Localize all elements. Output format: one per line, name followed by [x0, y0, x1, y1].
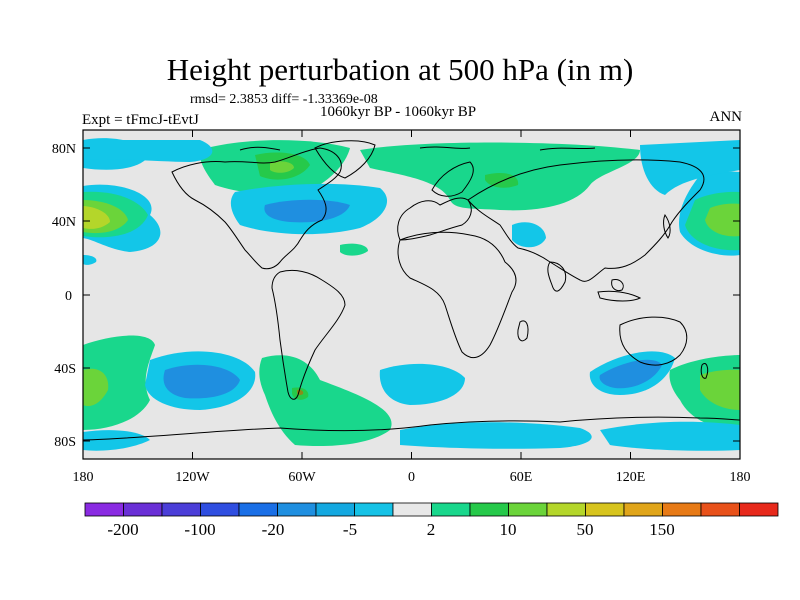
- coastline-arctic-islands: [239, 146, 596, 151]
- colorbar-swatch: [392, 502, 432, 517]
- colorbar-labels: -200 -100 -20 -5 2 10 50 150: [107, 520, 674, 539]
- anomaly-fields: [83, 138, 740, 451]
- coastline-borneo: [611, 279, 624, 291]
- colorbar-swatch: [200, 502, 240, 517]
- colorbar-label: 2: [427, 520, 436, 539]
- coastline-australia: [619, 316, 688, 366]
- anomaly-contour: [83, 335, 155, 430]
- coastline-japan: [663, 213, 671, 239]
- colorbar-swatch: [623, 502, 663, 517]
- coastlines: [83, 140, 740, 441]
- colorbar-label: -100: [184, 520, 215, 539]
- colorbar: [84, 502, 779, 517]
- lat-tick-label: 0: [65, 289, 72, 304]
- colorbar-label: -200: [107, 520, 138, 539]
- anomaly-contour: [83, 430, 150, 451]
- anomaly-contour: [340, 243, 368, 256]
- colorbar-swatch: [585, 502, 625, 517]
- coastline-north-america: [171, 147, 342, 270]
- lon-axis: 180 120W 60W 0 60E 120E 180: [73, 130, 751, 485]
- anomaly-contour: [83, 255, 97, 265]
- coastline-greenland: [314, 140, 376, 179]
- lon-tick-label: 180: [73, 470, 94, 485]
- lon-tick-label: 120E: [616, 470, 646, 485]
- anomaly-contour: [705, 203, 740, 237]
- anomaly-contour: [512, 222, 546, 248]
- colorbar-swatch: [277, 502, 317, 517]
- lat-axis: 80N 40N 0 40S 80S: [52, 142, 740, 450]
- lon-tick-label: 0: [408, 470, 415, 485]
- colorbar-swatch: [354, 502, 394, 517]
- anomaly-contour: [599, 359, 662, 389]
- anomaly-contour: [400, 422, 592, 449]
- anomaly-contour: [264, 199, 350, 223]
- coastline-indonesia: [597, 290, 642, 302]
- plot-title: Height perturbation at 500 hPa (in m): [166, 52, 634, 87]
- coastline-new-zealand: [700, 363, 709, 379]
- colorbar-swatch: [546, 502, 586, 517]
- colorbar-label: 10: [500, 520, 517, 539]
- coastline-scandinavia: [431, 161, 474, 197]
- lat-tick-label: 40N: [52, 215, 76, 230]
- anomaly-contour: [83, 206, 110, 229]
- coastline-asia: [467, 159, 705, 282]
- lat-tick-label: 80S: [54, 435, 76, 450]
- colorbar-swatch: [739, 502, 779, 517]
- period-label: 1060kyr BP - 1060kyr BP: [320, 104, 477, 120]
- map-background: [83, 130, 740, 459]
- colorbar-swatch: [315, 502, 355, 517]
- colorbar-swatch: [662, 502, 702, 517]
- experiment-label: Expt = tFmcJ-tEvtJ: [82, 112, 199, 128]
- colorbar-label: -20: [262, 520, 285, 539]
- lon-tick-label: 180: [730, 470, 751, 485]
- anomaly-contour: [259, 355, 392, 447]
- colorbar-swatch: [238, 502, 278, 517]
- lon-tick-label: 60W: [288, 470, 316, 485]
- coastline-antarctica: [83, 416, 740, 441]
- anomaly-contour: [163, 364, 240, 399]
- anomaly-contour: [600, 421, 740, 451]
- colorbar-label: -5: [343, 520, 357, 539]
- lat-tick-label: 40S: [54, 362, 76, 377]
- stats-text: rmsd= 2.3853 diff= -1.33369e-08: [190, 92, 378, 107]
- colorbar-swatch: [469, 502, 509, 517]
- colorbar-swatch: [508, 502, 548, 517]
- coastline-africa: [397, 231, 517, 359]
- coastline-india: [547, 261, 567, 292]
- colorbar-label: 150: [649, 520, 675, 539]
- anomaly-contour: [270, 161, 294, 173]
- colorbar-swatch: [431, 502, 471, 517]
- colorbar-swatch: [123, 502, 163, 517]
- coastline-south-america: [271, 269, 346, 400]
- colorbar-swatch: [161, 502, 201, 517]
- colorbar-swatch: [700, 502, 740, 517]
- anomaly-contour: [485, 173, 519, 188]
- anomaly-contour: [83, 140, 213, 162]
- anomaly-contour: [83, 368, 109, 407]
- lon-tick-label: 60E: [510, 470, 533, 485]
- anomaly-contour: [640, 140, 740, 195]
- anomaly-contour: [379, 363, 465, 405]
- colorbar-label: 50: [577, 520, 594, 539]
- lat-tick-label: 80N: [52, 142, 76, 157]
- season-label: ANN: [709, 109, 743, 125]
- coastline-madagascar: [517, 320, 529, 342]
- colorbar-swatch: [84, 502, 124, 517]
- anomaly-contour: [700, 369, 740, 410]
- lon-tick-label: 120W: [175, 470, 210, 485]
